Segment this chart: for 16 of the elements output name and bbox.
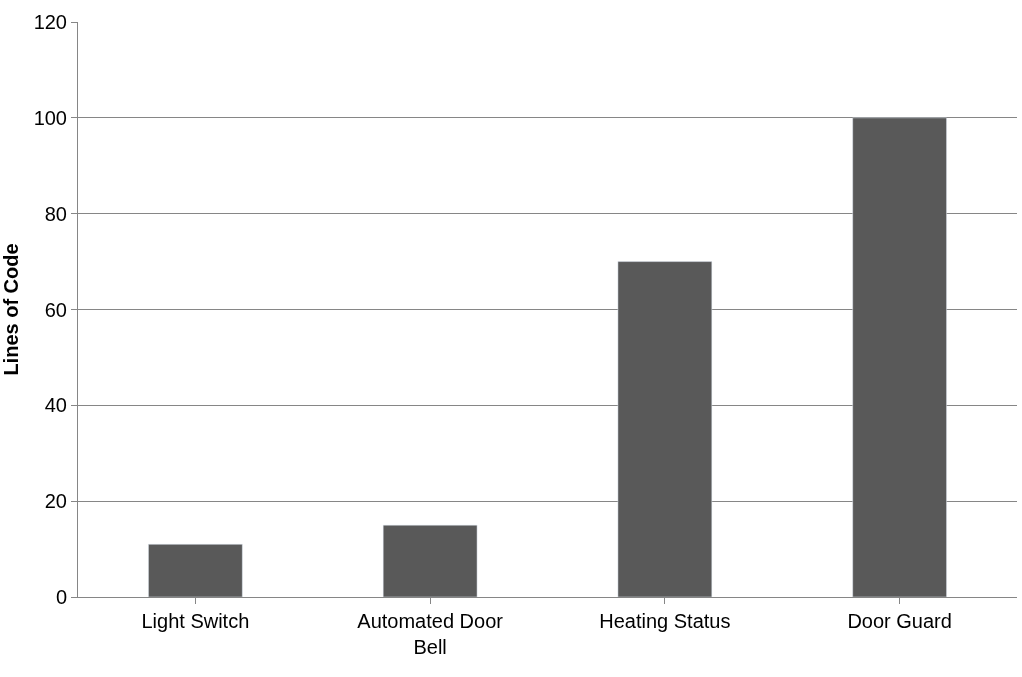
y-axis-title: Lines of Code	[0, 243, 22, 376]
bar	[382, 524, 478, 597]
y-tick-label: 20	[44, 490, 67, 513]
x-tick-label: Heating Status	[599, 610, 731, 632]
x-tick-label: Light Switch	[141, 610, 250, 632]
y-tick-label: 0	[55, 586, 67, 608]
x-tick-label: Automated Door Bell	[357, 610, 504, 658]
bar	[617, 261, 713, 597]
bar	[852, 117, 947, 597]
y-tick-label: 60	[44, 298, 67, 321]
y-tick-label: 120	[33, 11, 67, 33]
y-tick-label: 100	[33, 106, 67, 129]
y-tick-label: 40	[44, 394, 67, 417]
y-tick-label: 80	[44, 202, 67, 225]
bar	[148, 544, 243, 597]
x-tick-label: Door Guard	[847, 610, 952, 632]
